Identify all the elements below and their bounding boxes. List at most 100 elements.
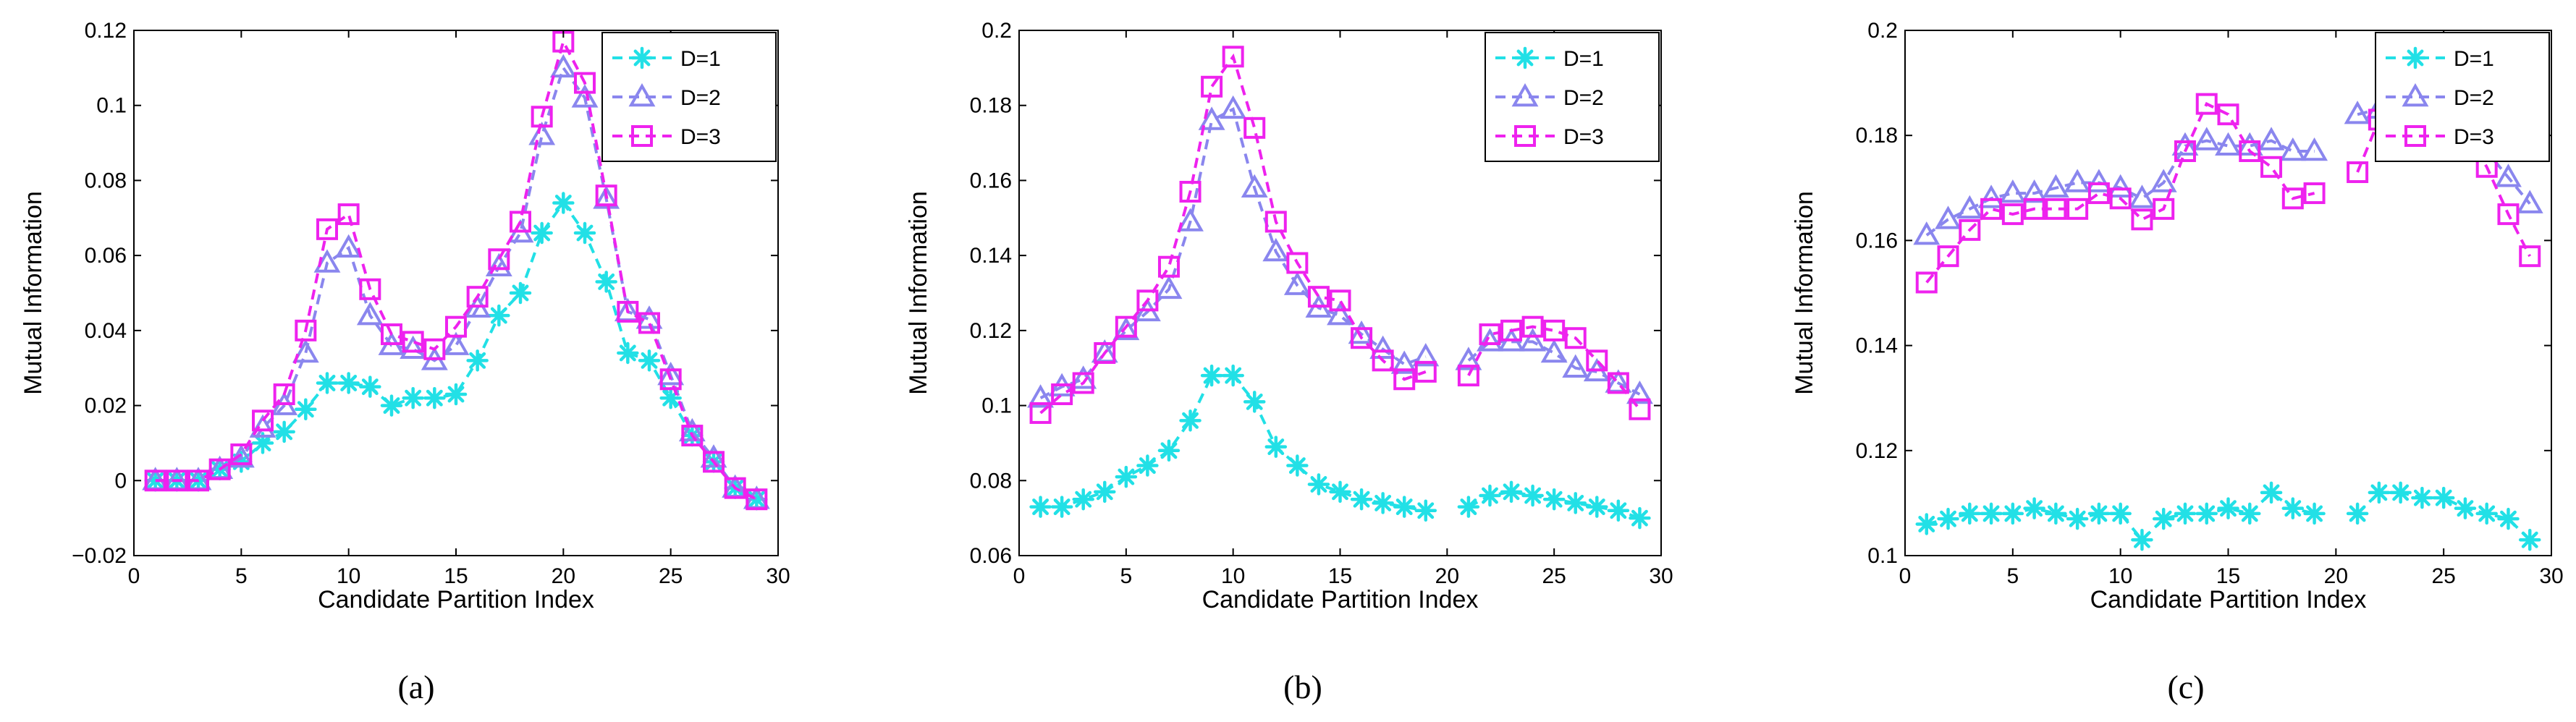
data-point <box>1540 339 1568 363</box>
data-point <box>1390 350 1418 374</box>
asterisk-stroke <box>1395 498 1413 516</box>
series-d-3 <box>144 30 768 511</box>
y-tick-label: 0.14 <box>970 244 1012 268</box>
legend-label: D=1 <box>680 47 721 71</box>
legend-marker <box>630 46 654 69</box>
series-line <box>155 38 758 501</box>
asterisk-stroke <box>576 224 594 242</box>
y-tick-label: 0 <box>114 469 127 493</box>
x-tick-label: 0 <box>1013 564 1026 588</box>
data-point <box>2301 137 2328 161</box>
y-tick-label: −0.02 <box>72 544 127 568</box>
asterisk-stroke <box>1482 487 1498 504</box>
data-point <box>2516 190 2543 213</box>
legend-marker <box>2402 82 2429 107</box>
series-line <box>1039 106 1427 399</box>
y-tick-label: 0.08 <box>970 469 1012 493</box>
data-point <box>1937 507 1959 530</box>
asterisk-stroke <box>2241 505 2258 522</box>
data-point <box>2454 497 2477 519</box>
data-point <box>703 451 725 473</box>
data-point <box>2066 507 2089 530</box>
data-point <box>617 300 639 323</box>
data-point <box>746 488 768 511</box>
data-point <box>1519 328 1547 352</box>
data-point <box>1329 289 1351 312</box>
legend-marker <box>2404 125 2426 147</box>
asterisk-stroke <box>383 397 400 415</box>
data-point <box>2107 174 2134 198</box>
data-point <box>2519 245 2541 268</box>
data-point <box>292 339 319 363</box>
series-line <box>2357 91 2531 205</box>
data-point <box>1200 364 1223 387</box>
legend-label: D=3 <box>1563 125 1604 149</box>
y-tick-label: 0.04 <box>85 319 127 343</box>
data-point <box>2518 528 2541 551</box>
data-point <box>356 302 384 326</box>
asterisk-stroke <box>276 423 293 441</box>
data-point <box>1241 174 1268 198</box>
data-point <box>1051 383 1073 406</box>
legend-marker <box>1513 46 1537 69</box>
y-tick-label: 0.16 <box>970 169 1012 192</box>
asterisk-stroke <box>1567 494 1584 511</box>
asterisk-stroke <box>633 49 651 67</box>
asterisk-stroke <box>1053 498 1070 516</box>
data-point <box>659 386 682 409</box>
y-tick-label: 0.12 <box>970 319 1012 343</box>
data-point <box>2153 198 2175 220</box>
series-d-1 <box>1029 364 1651 530</box>
asterisk-stroke <box>1032 498 1050 516</box>
legend-label: D=2 <box>680 86 721 110</box>
asterisk-stroke <box>1118 468 1135 485</box>
data-point <box>2174 140 2196 162</box>
data-point <box>2064 169 2091 192</box>
data-point <box>187 470 209 492</box>
data-point <box>574 72 596 94</box>
asterisk-stroke <box>469 352 486 369</box>
x-tick-label: 30 <box>1649 564 1673 588</box>
data-point <box>1479 484 1501 507</box>
asterisk-stroke <box>1096 483 1113 501</box>
data-point <box>1350 488 1373 511</box>
data-point <box>1222 364 1244 387</box>
data-point <box>1564 327 1587 349</box>
legend-label: D=3 <box>680 125 721 149</box>
data-point <box>617 341 639 365</box>
data-point <box>1479 323 1501 346</box>
data-point <box>316 372 339 394</box>
asterisk-stroke <box>1075 490 1092 508</box>
data-point <box>273 383 295 406</box>
asterisk-stroke <box>2413 489 2431 506</box>
data-point <box>2279 137 2307 161</box>
series-line <box>1925 101 2315 284</box>
data-point <box>1977 184 2005 208</box>
data-point <box>1564 492 1587 514</box>
data-point <box>509 281 532 305</box>
asterisk-stroke <box>2349 505 2366 522</box>
asterisk-stroke <box>2306 505 2323 522</box>
asterisk-stroke <box>1940 510 1956 527</box>
data-point <box>335 234 363 258</box>
data-point <box>423 338 446 360</box>
data-point <box>724 477 746 499</box>
y-tick-label: 0.1 <box>1867 544 1898 568</box>
asterisk-stroke <box>340 375 358 391</box>
data-point <box>1329 480 1351 504</box>
data-point <box>166 470 188 492</box>
asterisk-stroke <box>2500 510 2517 527</box>
data-point <box>657 362 685 386</box>
data-point <box>2495 163 2522 187</box>
y-tick-label: 0.18 <box>970 94 1012 118</box>
series-d-3 <box>1029 46 1651 424</box>
data-point <box>1201 75 1223 98</box>
data-point <box>678 417 706 442</box>
y-tick-label: 0.12 <box>1856 439 1898 463</box>
data-point <box>510 211 531 233</box>
asterisk-stroke <box>2370 484 2388 501</box>
asterisk-stroke <box>1267 438 1285 456</box>
data-point <box>573 221 596 245</box>
data-point <box>2411 486 2433 509</box>
